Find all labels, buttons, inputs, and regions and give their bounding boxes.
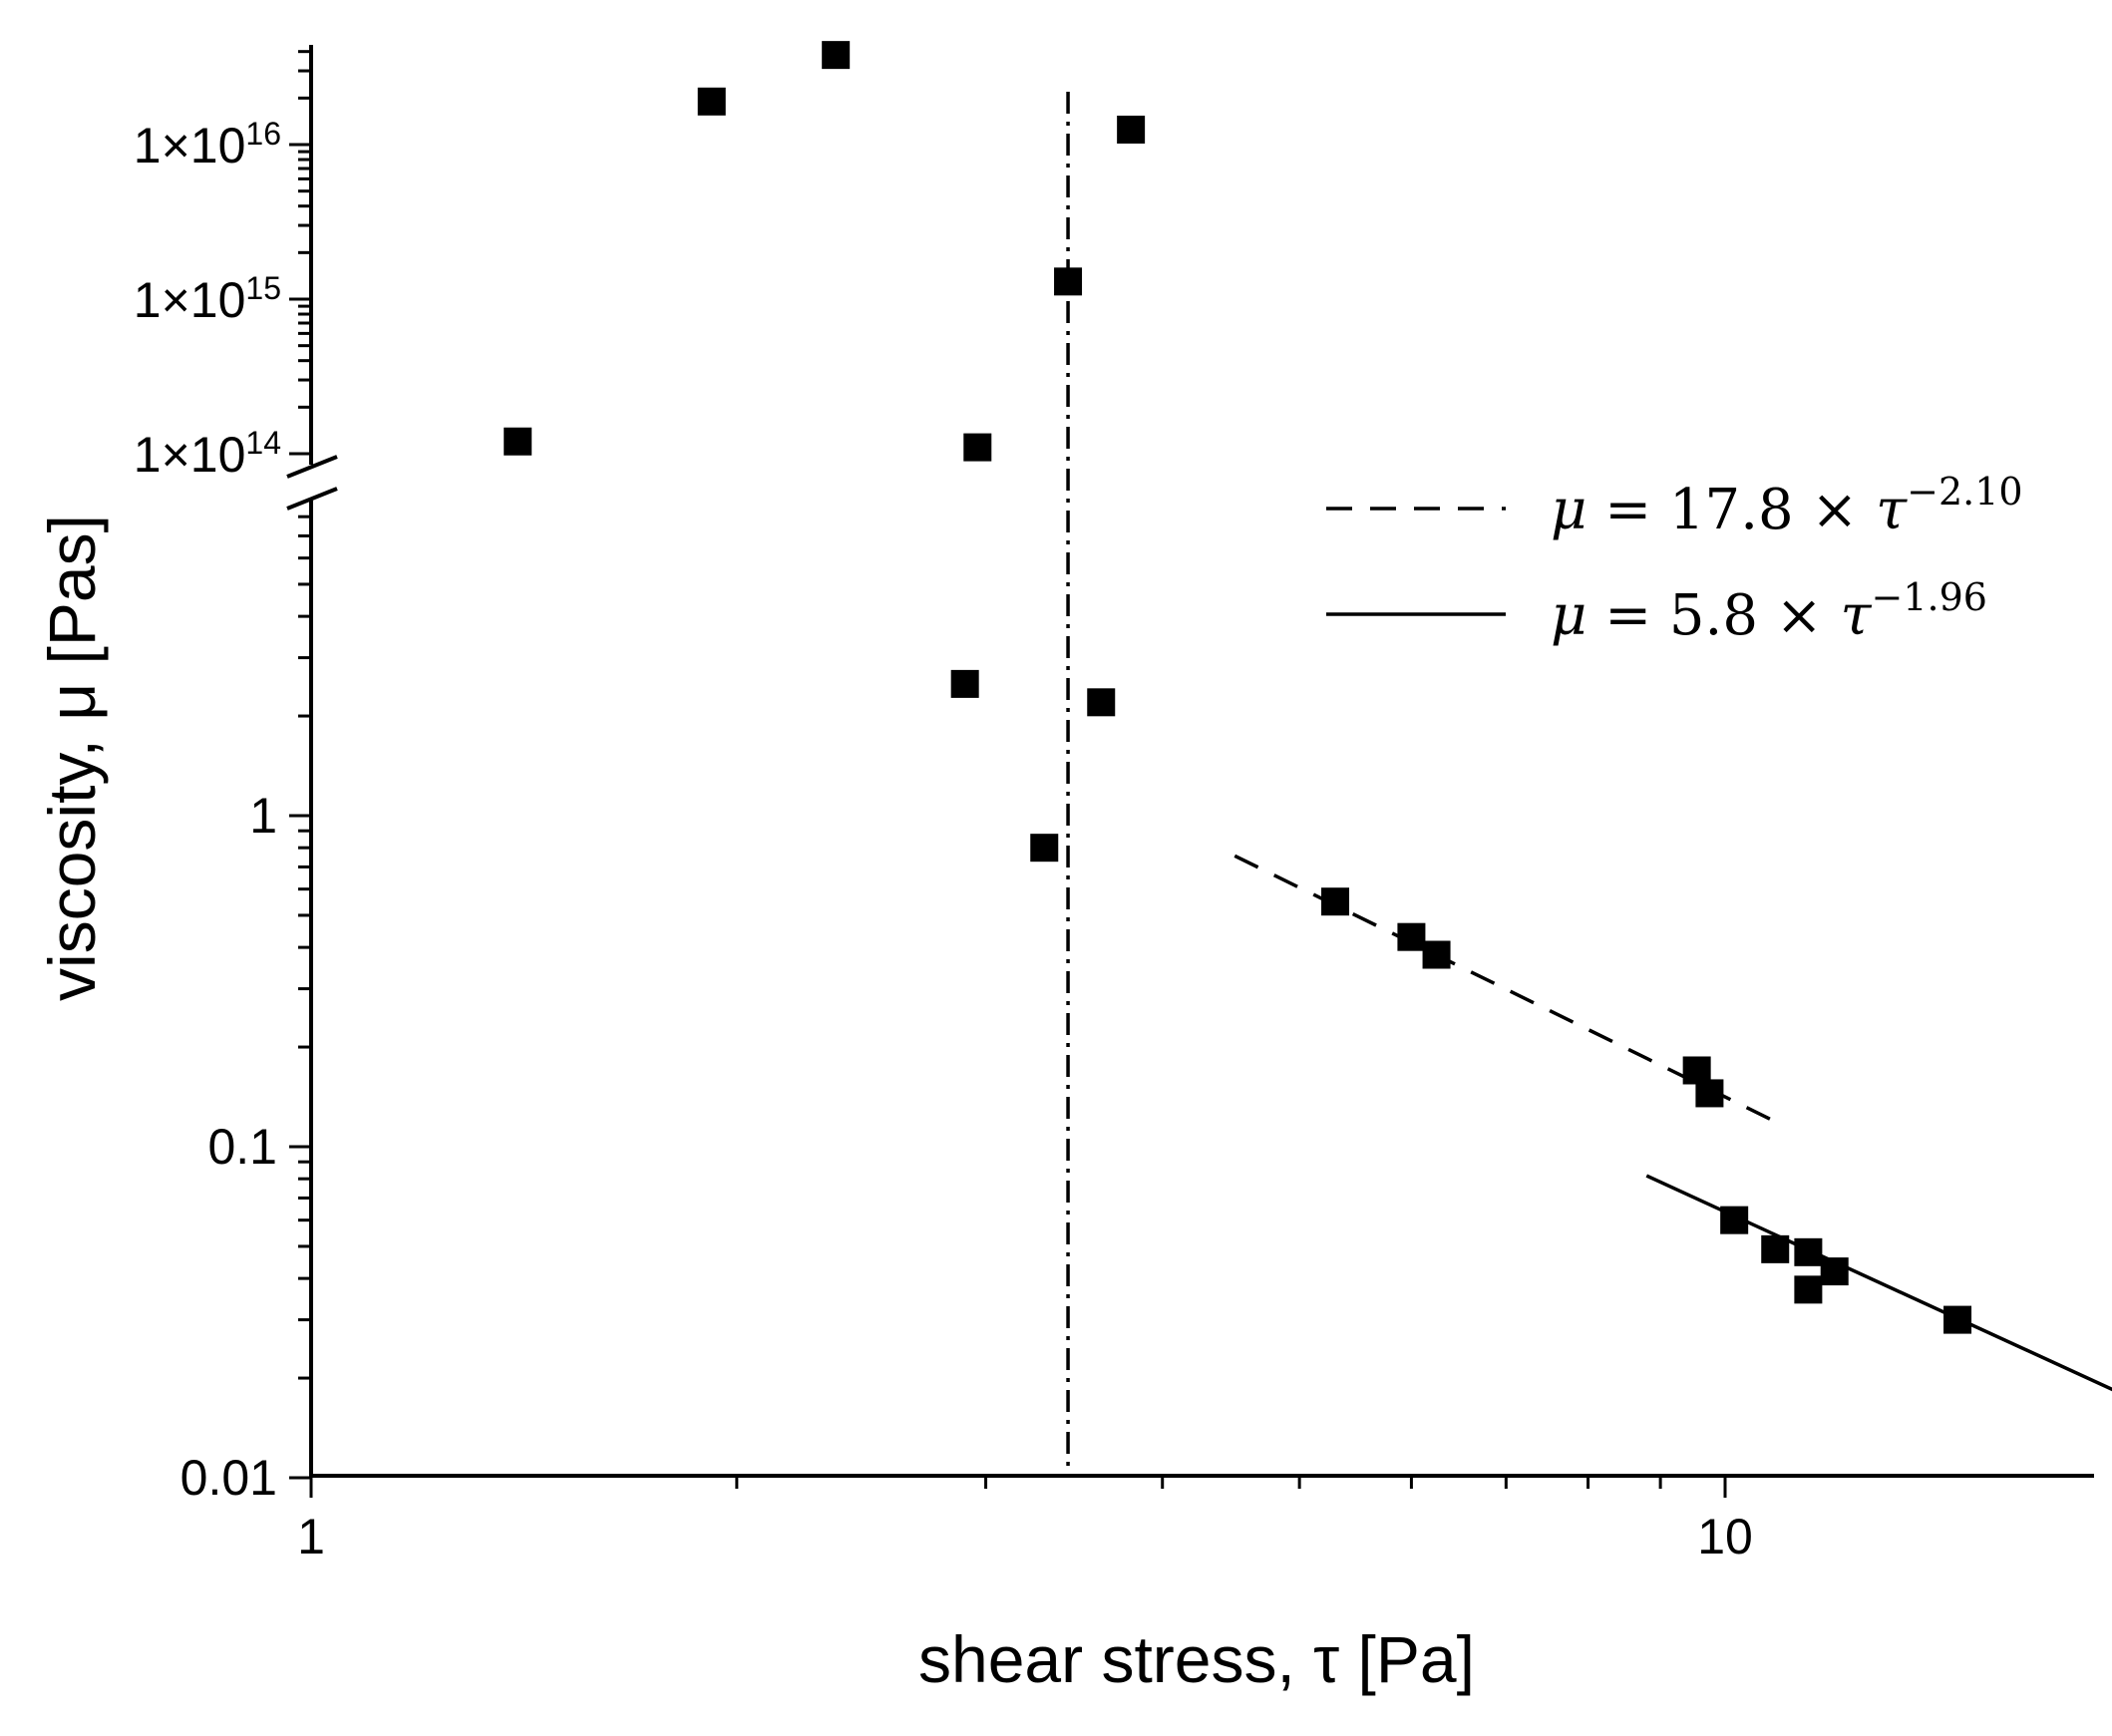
tick-mantissa: 1×10 (134, 272, 246, 328)
data-point (1117, 115, 1146, 144)
y-axis-title: viscosity, μ [Pas] (35, 515, 109, 1001)
y-tick-label-sci: 1×1015 (134, 270, 281, 328)
y-tick-label-sci: 1×1014 (134, 425, 281, 483)
legend: μ = 17.8 × τ−2.10μ = 5.8 × τ−1.96 (1326, 470, 2023, 648)
data-point (1422, 940, 1451, 969)
data-point (963, 433, 992, 462)
axis-break-mark (286, 455, 338, 479)
data-point (1397, 922, 1426, 951)
x-tick-label: 10 (1697, 1509, 1753, 1564)
y-tick-label: 1 (249, 788, 277, 844)
legend-exp: −1.96 (1872, 575, 1987, 619)
tick-exponent: 14 (245, 425, 281, 461)
data-point (1087, 688, 1116, 717)
tick-mantissa: 1×10 (134, 118, 246, 174)
legend-var: τ (1876, 478, 1908, 542)
legend-mid: = 5.8 × (1586, 583, 1840, 648)
data-point (822, 41, 851, 70)
data-point (950, 669, 979, 698)
legend-label: μ = 17.8 × τ−2.10 (1551, 470, 2023, 542)
data-points (504, 41, 1972, 1334)
tick-exponent: 15 (245, 270, 281, 306)
data-point (1720, 1206, 1749, 1234)
data-point (1695, 1079, 1724, 1108)
legend-mid: = 17.8 × (1586, 478, 1876, 542)
legend-lhs: μ (1551, 583, 1586, 648)
data-point (1030, 834, 1059, 863)
tick-mantissa: 1×10 (134, 427, 246, 483)
x-tick-label: 1 (297, 1509, 325, 1564)
data-point (697, 87, 726, 116)
data-point (1794, 1237, 1823, 1266)
fit-line-solid (1645, 1174, 2112, 1392)
data-point (1054, 267, 1083, 296)
tick-exponent: 16 (245, 116, 281, 152)
x-axis-title: shear stress, τ [Pa] (918, 1622, 1475, 1696)
data-point (1943, 1305, 1972, 1334)
axis-break-mark (286, 487, 338, 511)
legend-var: τ (1841, 583, 1873, 648)
legend-exp: −2.10 (1907, 470, 2022, 514)
data-point (1321, 887, 1350, 916)
y-tick-label: 0.1 (207, 1119, 277, 1175)
legend-lhs: μ (1551, 478, 1586, 542)
y-tick-label: 0.01 (180, 1450, 277, 1506)
data-point (504, 427, 532, 456)
data-point (1761, 1234, 1790, 1263)
fit-lines (1233, 854, 2112, 1392)
legend-label: μ = 5.8 × τ−1.96 (1551, 575, 1987, 648)
data-point (1820, 1257, 1849, 1286)
y-tick-label-sci: 1×1016 (134, 116, 281, 174)
data-point (1794, 1275, 1823, 1304)
